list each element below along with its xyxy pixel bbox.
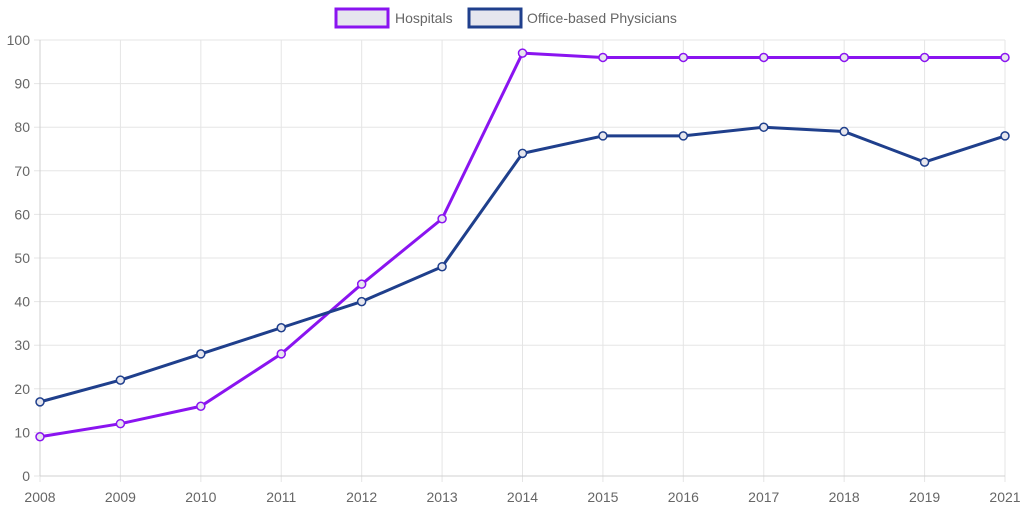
data-point-office-based-physicians[interactable] [115,375,126,385]
data-point-office-based-physicians[interactable] [517,148,528,159]
data-point-hospitals[interactable] [356,279,367,289]
series-hospitals [35,48,1010,442]
data-point-hospitals[interactable] [1000,52,1010,63]
data-point-office-based-physicians[interactable] [919,157,930,167]
data-point-hospitals[interactable] [678,52,689,63]
y-tick-label: 20 [14,381,30,397]
y-tick-label: 80 [14,119,30,135]
data-point-office-based-physicians[interactable] [1000,131,1010,141]
y-tick-label: 40 [14,294,30,310]
data-point-hospitals[interactable] [517,48,528,58]
data-point-hospitals[interactable] [598,52,608,63]
legend-swatch-office-based-physicians [467,7,523,29]
y-tick-label: 0 [22,468,30,484]
y-tick-label: 100 [7,32,31,48]
y-tick-label: 60 [14,206,30,222]
x-tick-label: 2021 [989,489,1020,505]
x-tick-label: 2008 [24,489,55,505]
data-point-office-based-physicians[interactable] [678,131,689,141]
x-tick-label: 2010 [185,489,216,505]
x-tick-label: 2015 [587,489,618,505]
legend-label-office-based-physicians: Office-based Physicians [527,10,677,26]
series-office-based-physicians [35,122,1010,407]
data-point-hospitals[interactable] [919,52,930,63]
series [35,48,1010,442]
data-point-hospitals[interactable] [115,418,126,429]
x-tick-label: 2017 [748,489,779,505]
y-tick-label: 70 [14,163,30,179]
x-tick-label: 2016 [668,489,699,505]
data-point-office-based-physicians[interactable] [356,296,367,307]
y-tick-label: 10 [14,424,30,440]
x-tick-label: 2018 [829,489,860,505]
data-point-hospitals[interactable] [276,349,286,359]
x-tick-label: 2019 [909,489,940,505]
legend-swatch-hospitals [334,7,390,29]
data-point-office-based-physicians[interactable] [598,131,608,141]
x-tick-label: 2014 [507,489,538,505]
data-point-office-based-physicians[interactable] [839,126,849,137]
legend: Hospitals Office-based Physicians [334,7,677,29]
y-tick-label: 50 [14,250,30,266]
data-point-hospitals[interactable] [759,52,769,63]
data-point-office-based-physicians[interactable] [759,122,769,132]
legend-label-hospitals: Hospitals [395,10,453,26]
grid [34,39,1006,482]
data-point-hospitals[interactable] [35,432,45,442]
x-tick-label: 2013 [427,489,458,505]
legend-item-hospitals[interactable]: Hospitals [334,7,453,29]
x-tick-label: 2009 [105,489,136,505]
data-point-office-based-physicians[interactable] [35,397,45,407]
data-point-office-based-physicians[interactable] [276,323,286,333]
y-tick-label: 90 [14,76,30,92]
data-point-hospitals[interactable] [839,52,849,63]
x-tick-label: 2012 [346,489,377,505]
data-point-office-based-physicians[interactable] [437,261,447,272]
legend-item-office-based-physicians[interactable]: Office-based Physicians [467,7,677,29]
x-tick-label: 2011 [266,489,296,505]
y-tick-label: 30 [14,337,30,353]
data-point-hospitals[interactable] [437,214,447,224]
data-point-hospitals[interactable] [196,401,206,411]
axes: 0 10 20 30 40 50 60 70 80 90 100 2008 2009 2010 2011 20… [7,32,1021,505]
data-point-office-based-physicians[interactable] [196,349,206,359]
